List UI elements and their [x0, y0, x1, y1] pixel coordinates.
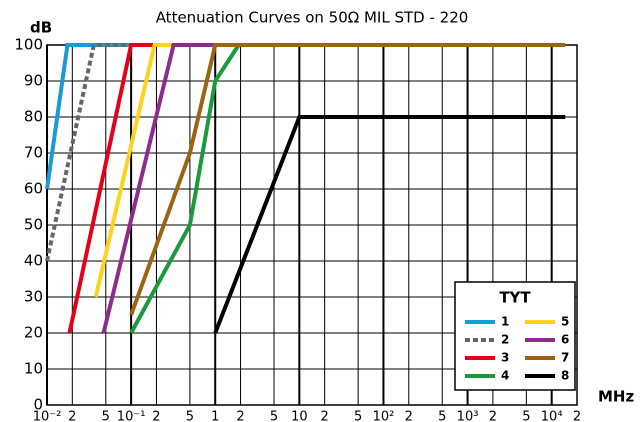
x-tick-label: 5 [354, 410, 362, 422]
x-tick-label: 2 [405, 410, 413, 422]
x-tick-label: 5 [270, 410, 278, 422]
legend-title: TYT [499, 289, 531, 307]
x-tick-label: 10³ [457, 410, 479, 422]
y-tick-label: 80 [24, 108, 43, 126]
x-tick-label: 2 [489, 410, 497, 422]
series-line [67, 43, 157, 334]
legend-box [454, 281, 576, 391]
x-tick-label: 5 [102, 410, 110, 422]
y-tick-label: 100 [14, 36, 43, 54]
y-tick-label: 0 [33, 396, 43, 414]
series-line [129, 43, 241, 334]
y-tick-label: 90 [24, 72, 43, 90]
series-line [129, 43, 566, 316]
y-tick-label: 70 [24, 144, 43, 162]
x-tick-label: 10 [291, 410, 308, 422]
legend-label: 4 [501, 369, 509, 383]
legend-label: 2 [501, 333, 509, 347]
legend-label: 5 [561, 315, 569, 329]
chart-title: Attenuation Curves on 50Ω MIL STD - 220 [156, 9, 469, 27]
x-tick-label: 5 [522, 410, 530, 422]
x-axis-label: MHz [598, 388, 634, 406]
x-tick-label: 10⁴ [541, 410, 563, 422]
y-tick-label: 50 [24, 216, 43, 234]
x-tick-label: 5 [438, 410, 446, 422]
legend-label: 6 [561, 333, 569, 347]
x-tick-label: 2 [236, 410, 244, 422]
legend-label: 1 [501, 315, 509, 329]
y-tick-label: 20 [24, 324, 43, 342]
x-tick-label: 1 [211, 410, 219, 422]
x-tick-label: 10⁻¹ [117, 410, 146, 422]
x-tick-label: 2 [68, 410, 76, 422]
legend-label: 3 [501, 351, 509, 365]
y-tick-label: 40 [24, 252, 43, 270]
series-line [45, 43, 132, 262]
series-line [45, 43, 132, 190]
y-tick-label: 10 [24, 360, 43, 378]
y-axis-label: dB [30, 19, 52, 37]
y-tick-label: 60 [24, 180, 43, 198]
x-tick-label: 2 [321, 410, 329, 422]
x-tick-label: 2 [152, 410, 160, 422]
x-tick-label: 10⁻² [33, 410, 62, 422]
series-line [101, 43, 216, 334]
series-line [93, 43, 172, 298]
legend-label: 8 [561, 369, 569, 383]
x-tick-label: 10² [373, 410, 395, 422]
legend-label: 7 [561, 351, 569, 365]
series-line [213, 115, 566, 334]
y-tick-label: 30 [24, 288, 43, 306]
x-tick-label: 5 [186, 410, 194, 422]
x-tick-label: 2 [573, 410, 581, 422]
